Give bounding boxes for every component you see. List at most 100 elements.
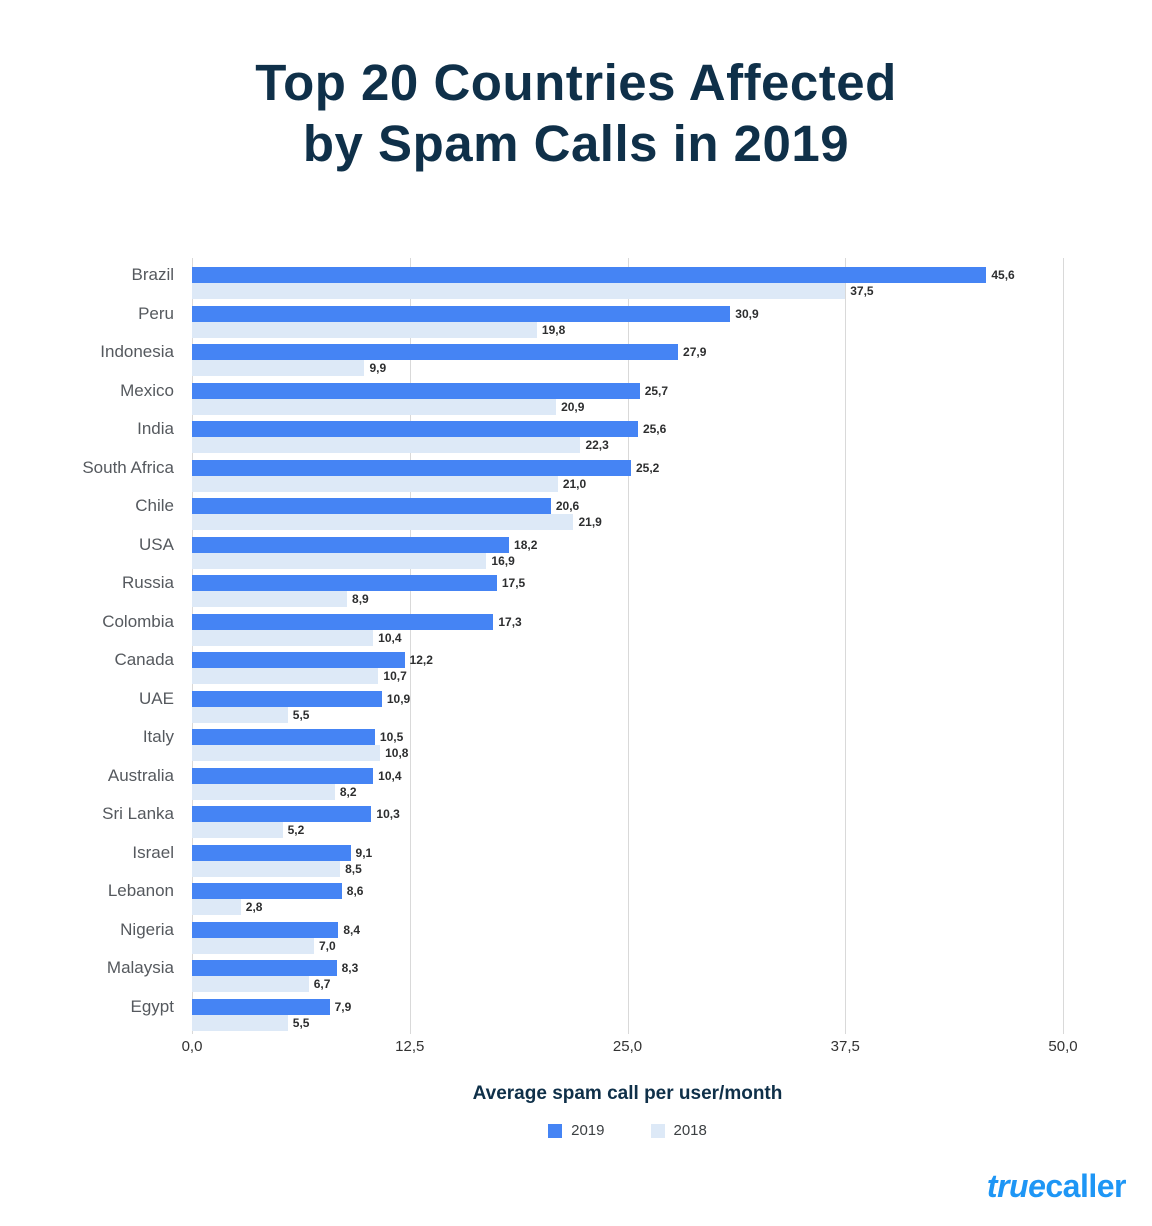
chart-row: Nigeria 8,4 7,0 (0, 919, 1152, 954)
bar-2019 (192, 575, 497, 591)
bar-2018 (192, 398, 557, 415)
country-label: Indonesia (100, 342, 174, 361)
legend: 2019 2018 (192, 1122, 1063, 1139)
value-label-2019: 30,9 (735, 306, 759, 321)
chart-row: Malaysia 8,3 6,7 (0, 958, 1152, 992)
bar-2019 (192, 421, 638, 437)
bar-2018 (192, 899, 241, 915)
legend-swatch-2019 (548, 1123, 563, 1138)
bar-2019 (192, 613, 494, 630)
country-label: Nigeria (120, 919, 174, 939)
value-label-2018: 8,9 (352, 592, 369, 606)
bar-2019 (192, 267, 987, 283)
country-label: India (137, 419, 174, 438)
x-tick-label: 50,0 (1048, 1038, 1078, 1055)
bar-2018 (192, 360, 365, 376)
value-label-2019: 7,9 (334, 999, 352, 1014)
bar-2018 (192, 783, 335, 800)
bar-2019 (192, 305, 731, 322)
chart-row: Sri Lanka 10,3 5,2 (0, 804, 1152, 838)
value-label-2018: 22,3 (585, 438, 609, 452)
value-label-2018: 6,7 (313, 977, 331, 991)
gridline (627, 258, 629, 1034)
bar-2019 (192, 536, 510, 553)
bar-2018 (192, 668, 379, 684)
country-label: Brazil (131, 265, 174, 284)
country-label: Italy (142, 727, 174, 746)
country-label: USA (139, 534, 174, 554)
bar-2018 (192, 591, 348, 607)
bar-2018 (192, 629, 374, 646)
value-label-2019: 8,4 (343, 922, 360, 937)
chart-row: UAE 10,9 5,5 (0, 690, 1152, 723)
country-label: Peru (138, 303, 174, 323)
bar-2019 (192, 382, 640, 399)
chart-row: USA 18,2 16,9 (0, 534, 1152, 569)
x-tick-label: 12,5 (395, 1038, 425, 1055)
chart-row: Indonesia 27,9 9,9 (0, 342, 1152, 376)
legend-item-2019: 2019 (548, 1122, 605, 1139)
bar-2018 (192, 321, 537, 338)
truecaller-logo-caller: caller (1045, 1168, 1126, 1204)
bar-2019 (192, 960, 337, 976)
chart-row: Russia 17,5 8,9 (0, 574, 1152, 607)
gridline (1063, 258, 1064, 1034)
value-label-2019: 25,7 (644, 383, 669, 398)
value-label-2018: 10,4 (378, 630, 402, 645)
x-axis-title: Average spam call per user/month (472, 1083, 783, 1104)
country-label: Chile (135, 496, 174, 515)
legend-label-2019: 2019 (571, 1122, 605, 1139)
value-label-2018: 9,9 (369, 361, 387, 375)
bar-2019 (192, 690, 382, 707)
value-label-2018: 5,5 (292, 1015, 310, 1030)
value-label-2018: 8,2 (339, 784, 357, 799)
gridline (409, 258, 411, 1034)
bar-2018 (192, 745, 381, 761)
x-tick-label: 25,0 (612, 1038, 643, 1055)
country-label: Lebanon (107, 881, 174, 900)
value-label-2019: 25,2 (635, 460, 660, 475)
bar-chart: 0,0 12,5 25,0 37,5 50,0 Brazil 45,6 37,5 Peru 30,… (0, 258, 1152, 1055)
chart-row: South Africa 25,2 21,0 (0, 457, 1152, 492)
value-label-2019: 20,6 (555, 499, 580, 513)
value-label-2018: 5,5 (292, 707, 310, 722)
bar-2019 (192, 998, 330, 1015)
bar-2018 (192, 552, 487, 569)
legend-label-2018: 2018 (673, 1122, 707, 1139)
value-label-2018: 21,9 (578, 515, 602, 529)
chart-row: Canada 12,2 10,7 (0, 650, 1152, 684)
value-label-2019: 12,2 (409, 653, 433, 667)
gridline (192, 258, 193, 1034)
bar-2018 (192, 283, 846, 299)
country-label: Israel (132, 842, 174, 862)
chart-row: Israel 9,1 8,5 (0, 842, 1152, 877)
value-label-2018: 10,8 (385, 746, 409, 760)
value-label-2019: 8,3 (341, 961, 359, 975)
bar-2019 (192, 652, 405, 668)
x-tick-label: 0,0 (181, 1038, 203, 1055)
x-tick-label: 37,5 (830, 1038, 860, 1055)
country-label: Sri Lanka (102, 804, 174, 823)
value-label-2018: 7,0 (318, 938, 336, 953)
value-label-2019: 27,9 (683, 345, 707, 359)
value-label-2019: 10,4 (378, 768, 402, 783)
chart-title-line2: by Spam Calls in 2019 (302, 115, 850, 172)
country-label: Canada (114, 650, 174, 669)
chart-title: Top 20 Countries Affected by Spam Calls i… (0, 52, 1152, 174)
value-label-2018: 2,8 (245, 900, 263, 914)
value-label-2019: 9,1 (355, 845, 373, 860)
chart-row: Egypt 7,9 5,5 (0, 998, 1152, 1031)
chart-row: Lebanon 8,6 2,8 (0, 881, 1152, 915)
country-label: South Africa (82, 457, 174, 477)
chart-row: Peru 30,9 19,8 (0, 303, 1152, 338)
value-label-2018: 10,7 (383, 669, 407, 683)
chart-row: Australia 10,4 8,2 (0, 765, 1152, 800)
value-label-2018: 5,2 (287, 823, 305, 837)
legend-item-2018: 2018 (650, 1122, 707, 1139)
truecaller-logo: truecaller (987, 1168, 1127, 1205)
value-label-2018: 16,9 (491, 553, 515, 568)
country-label: Malaysia (106, 958, 174, 977)
value-label-2019: 18,2 (514, 537, 538, 552)
country-label: Australia (107, 765, 174, 785)
value-label-2019: 8,6 (346, 884, 364, 898)
